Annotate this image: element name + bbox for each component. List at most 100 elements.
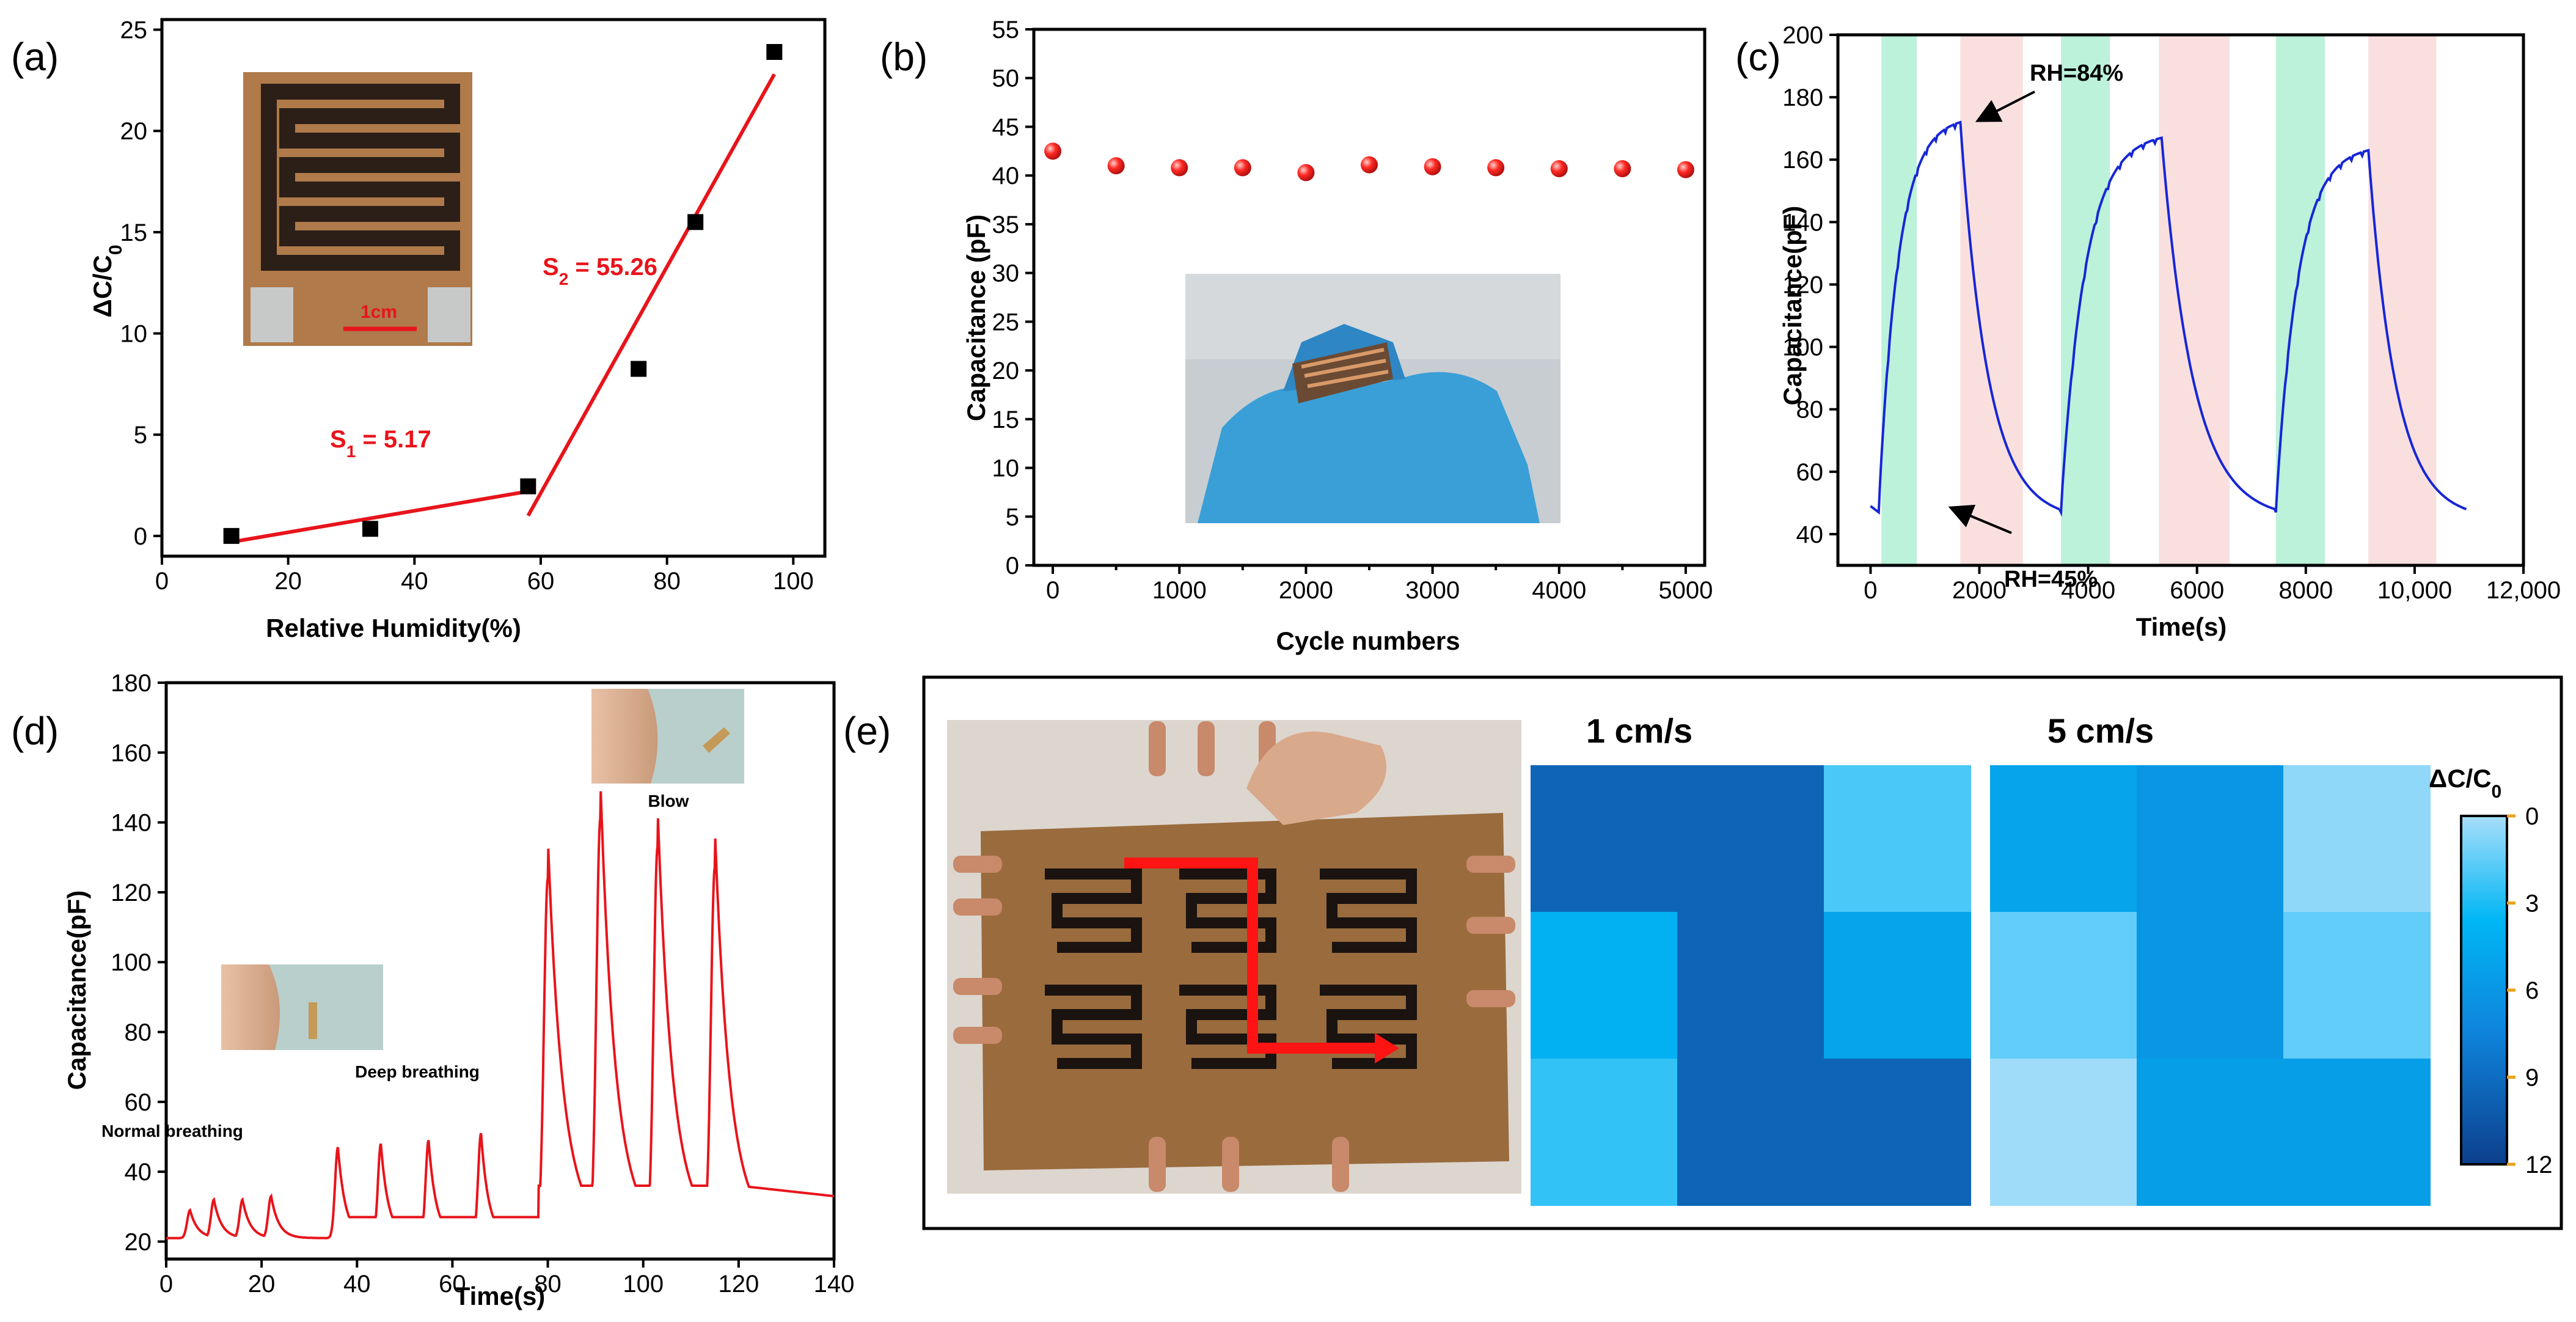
panel-a: (a) 1cm 0 20 40 60 80 100 0 5 10 15 20 25 ΔC/C0 Rel… [11, 17, 827, 642]
panel-d-annotation-blow: Blow [648, 791, 689, 810]
panel-b-y-tick-label: 10 [992, 455, 1020, 482]
panel-d-y-tick-label: 20 [125, 1228, 152, 1255]
panel-b-data-point [1361, 156, 1378, 174]
panel-a-data-point [766, 44, 783, 61]
panel-d-inset-photo-breathing [221, 964, 383, 1050]
panel-e-sensor-photo [947, 720, 1521, 1194]
panel-b-y-tick-label: 20 [992, 358, 1020, 384]
panel-e-colorbar-tick-label: 3 [2525, 891, 2539, 917]
panel-b-inset-photo [1185, 274, 1561, 523]
panel-b-x-tick-label: 0 [1046, 577, 1059, 604]
panel-c-y-tick-label: 180 [1782, 84, 1823, 111]
panel-b-x-tick-label: 3000 [1405, 577, 1460, 604]
panel-b-data-point [1107, 157, 1125, 175]
panel-a-fit-label-s1: S1 = 5.17 [330, 426, 431, 461]
panel-c-x-tick-label: 10,000 [2377, 577, 2452, 604]
panel-d-x-tick-label: 60 [439, 1271, 466, 1298]
panel-d-x-tick-label: 0 [159, 1271, 173, 1298]
panel-e-colorbar-tick-label: 12 [2525, 1151, 2553, 1178]
panel-b-y-tick-label: 30 [992, 260, 1020, 287]
panel-a-inset-photo: 1cm [243, 72, 472, 346]
panel-b: (b) 0 1000 2000 3000 4000 5000 0 5 10 15 20 25 30 35 4… [880, 17, 1713, 655]
panel-c-y-tick-label: 140 [1782, 209, 1823, 236]
panel-e-heatmap-2-cell [1990, 765, 2137, 913]
panel-a-y-tick-label: 5 [134, 422, 147, 449]
panel-e-colorbar-tick-label: 6 [2525, 977, 2539, 1004]
panel-a-y-tick-label: 20 [120, 118, 148, 145]
panel-a-x-tick-label: 40 [401, 568, 428, 595]
panel-d-y-tick-label: 140 [111, 810, 152, 837]
panel-e-colorbar: 0 3 6 9 12 [2460, 803, 2553, 1178]
panel-c-high-rh-band [2275, 35, 2325, 565]
panel-b-y-tick-label: 35 [992, 211, 1020, 238]
panel-c-y-tick-label: 120 [1782, 271, 1823, 298]
panel-b-data-point [1297, 164, 1315, 182]
panel-a-y-tick-label: 15 [120, 219, 148, 246]
panel-a-y-tick-label: 0 [134, 523, 147, 550]
panel-b-data-point [1424, 158, 1441, 175]
panel-e-heatmap-2-cell [1990, 912, 2137, 1059]
panel-e-heatmap-1-cell [1531, 765, 1678, 913]
panel-b-y-tick-label: 55 [992, 17, 1020, 43]
panel-b-data-point [1487, 159, 1505, 177]
panel-c-label: (c) [1735, 35, 1781, 79]
panel-b-data-point [1614, 160, 1631, 178]
panel-a-x-tick-label: 100 [773, 568, 814, 595]
panel-c-y-tick-label: 40 [1796, 521, 1824, 548]
panel-c-y-tick-label: 80 [1796, 397, 1824, 424]
panel-b-x-tick-label: 5000 [1658, 577, 1713, 604]
panel-d-axes-frame [164, 681, 836, 1261]
panel-d-plot-area: 0 20 40 60 80 100 120 140 20 40 60 80 100 120 140 160 18… [111, 670, 854, 1298]
panel-e-heatmap-2-cell [2283, 765, 2431, 913]
panel-c-x-tick-label: 8000 [2278, 577, 2333, 604]
panel-d-x-tick-label: 140 [814, 1271, 855, 1298]
panel-a-data-point [631, 361, 647, 377]
panel-c-high-rh-band [1881, 35, 1917, 565]
panel-d-y-tick-label: 160 [111, 740, 152, 766]
panel-a-x-tick-label: 0 [155, 568, 169, 595]
panel-d-y-tick-label: 180 [111, 670, 152, 697]
panel-c-low-rh-band [2368, 35, 2437, 565]
panel-d-y-tick-label: 60 [125, 1089, 152, 1116]
panel-c-y-tick-label: 100 [1782, 334, 1823, 361]
panel-a-fit-label-s2: S2 = 55.26 [543, 254, 657, 288]
panel-b-x-tick-label: 4000 [1532, 577, 1586, 604]
panel-e-heatmap-1-cell [1824, 765, 1971, 913]
panel-d-x-tick-label: 80 [534, 1271, 562, 1298]
panel-e-heatmap-2-cell [2283, 912, 2431, 1059]
panel-e-frame [922, 675, 2563, 1230]
panel-c-x-tick-label: 12,000 [2486, 577, 2561, 604]
panel-c-y-tick-label: 200 [1782, 22, 1823, 49]
panel-a-x-axis-label: Relative Humidity(%) [266, 614, 521, 642]
panel-a-data-point [520, 478, 536, 494]
panel-e-colorbar-tick-label: 0 [2525, 803, 2539, 830]
panel-e-heatmap-2-cell [2137, 912, 2284, 1059]
panel-c-plot-area: 0 2000 4000 6000 8000 10,000 12,000 40 60 80 100 12… [1782, 22, 2561, 604]
panel-d-inset-photo-blow [591, 689, 744, 784]
panel-e-heatmap-1-cell [1677, 912, 1824, 1059]
panel-c-x-tick-label: 6000 [2170, 577, 2224, 604]
panel-e-colorbar-label: ΔC/C0 [2429, 764, 2501, 802]
panel-d-label: (d) [11, 709, 59, 753]
panel-b-y-tick-label: 15 [992, 406, 1020, 433]
panel-a-x-tick-label: 80 [653, 568, 681, 595]
panel-d-capacitance-line [166, 791, 835, 1239]
panel-a-data-point [687, 214, 704, 230]
panel-a-y-tick-label: 10 [120, 321, 148, 348]
panel-a-x-tick-label: 60 [527, 568, 555, 595]
panel-a-y-axis-label: ΔC/C0 [88, 244, 126, 317]
panel-a-data-point [223, 527, 240, 544]
panel-b-data-point [1171, 159, 1188, 177]
panel-d-x-tick-label: 40 [343, 1271, 371, 1298]
panel-d-y-tick-label: 40 [125, 1159, 152, 1186]
panel-c-x-tick-label: 0 [1864, 577, 1877, 604]
panel-c: (c) 0 2000 4000 6000 8000 10,000 12,000 40 60 80 1… [1735, 22, 2561, 641]
panel-c-capacitance-line-cycle-3 [2274, 149, 2467, 513]
panel-a-label: (a) [11, 35, 59, 79]
panel-c-x-axis-label: Time(s) [2136, 612, 2227, 641]
panel-e-heatmap-2-cell [2137, 765, 2284, 913]
panel-a-plot-area: 0 20 40 60 80 100 0 5 10 15 20 25 [120, 17, 827, 595]
panel-b-data-point [1234, 159, 1251, 177]
panel-c-arrow-rh84 [1975, 90, 2035, 122]
